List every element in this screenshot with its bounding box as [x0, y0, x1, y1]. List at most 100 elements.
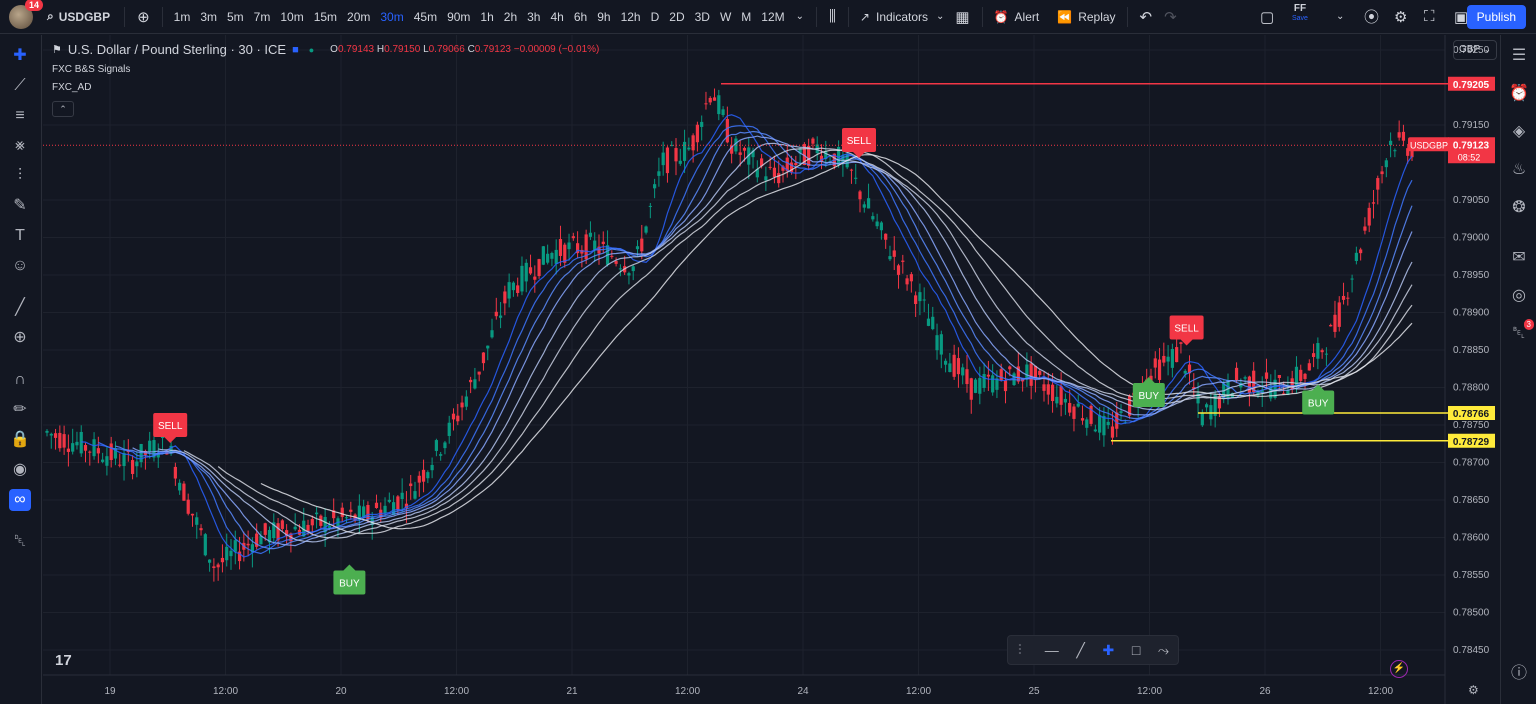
compare-plus-icon[interactable]: ⊕ — [137, 8, 150, 26]
quick-search-icon[interactable]: ⦿ — [1364, 9, 1380, 26]
tradingview-logo[interactable]: 17 — [55, 652, 72, 669]
timeframe-15m[interactable]: 15m — [313, 9, 338, 24]
timeframe-5m[interactable]: 5m — [227, 9, 244, 24]
candle-body — [875, 221, 879, 227]
fullscreen-icon[interactable]: ⛶ — [1424, 8, 1435, 25]
chevron-down-icon[interactable]: ⌄ — [795, 11, 805, 22]
watchlist-icon[interactable]: ☰ — [1511, 47, 1527, 64]
alerts-clock-icon[interactable]: ⏰ — [1509, 85, 1529, 102]
candle-body — [849, 169, 854, 171]
camera-icon[interactable]: ▣ — [1454, 8, 1469, 26]
candle-body — [250, 544, 254, 553]
fib-tool-icon[interactable]: ⫶ — [17, 167, 22, 184]
help-icon[interactable]: ⓘ — [1510, 665, 1527, 682]
candle-body — [635, 246, 640, 250]
timeframe-6h[interactable]: 6h — [573, 9, 588, 24]
timeframe-3h[interactable]: 3h — [527, 9, 541, 24]
undo-icon[interactable]: ↶ — [1139, 8, 1153, 26]
timeframe-90m[interactable]: 90m — [447, 9, 471, 24]
indicators-button[interactable]: ↗ Indicators ⌄ — [855, 10, 949, 24]
chevron-down-icon[interactable]: ⌄ — [1336, 11, 1345, 22]
candle-body — [130, 460, 135, 474]
candle-body — [999, 369, 1003, 381]
candle-style-icon[interactable]: ⫼ — [829, 8, 836, 25]
symbol-search[interactable]: ⌕ USDGBP — [47, 9, 110, 24]
search-icon: ⌕ — [47, 9, 54, 23]
pitchfork-icon[interactable]: ⨳ — [15, 137, 25, 154]
ruler-icon[interactable]: ╱ — [15, 299, 25, 316]
candle-body — [1093, 429, 1097, 432]
currency-select[interactable]: GBP ⌄ — [1453, 40, 1497, 60]
brush-icon[interactable]: ✎ — [13, 197, 27, 214]
legend-title[interactable]: U.S. Dollar / Pound Sterling · 30 · ICE — [67, 42, 287, 57]
timeframe-12h[interactable]: 12h — [620, 9, 641, 24]
emoji-icon[interactable]: ☺ — [11, 257, 29, 274]
text-tool-icon[interactable]: T — [15, 227, 25, 244]
candle-body — [1025, 364, 1029, 379]
horizontal-lines-icon[interactable]: ≡ — [15, 107, 25, 124]
streams-icon[interactable]: ◎ — [1512, 287, 1526, 304]
trend-line-icon[interactable]: ╱ — [1076, 641, 1085, 658]
horizontal-line-icon[interactable]: — — [1044, 642, 1059, 658]
timeframe-30m[interactable]: 30m — [380, 9, 404, 24]
candle-body — [92, 439, 96, 457]
publish-button[interactable]: Publish — [1466, 5, 1526, 29]
redo-icon[interactable]: ↷ — [1164, 8, 1177, 26]
timeframe-W[interactable]: W — [719, 9, 732, 24]
timeframe-M[interactable]: M — [741, 9, 752, 24]
timeframe-3D[interactable]: 3D — [694, 9, 710, 24]
trash-icon[interactable]: ␡ — [13, 533, 27, 550]
crosshair-icon[interactable]: ✚ — [13, 47, 27, 64]
path-icon[interactable]: ⤳ — [1157, 641, 1170, 658]
chat-icon[interactable]: ✉ — [1512, 249, 1526, 266]
timeframe-4h[interactable]: 4h — [550, 9, 564, 24]
candle-body — [71, 443, 75, 452]
timeframe-3m[interactable]: 3m — [200, 9, 217, 24]
indicator-legend-2[interactable]: FXC_AD — [52, 82, 92, 93]
avatar[interactable]: 14 — [9, 0, 43, 29]
timeframe-1m[interactable]: 1m — [173, 9, 191, 24]
candle-body — [1337, 302, 1341, 327]
price-level-tag — [1448, 406, 1495, 420]
magnet-icon[interactable]: ∩ — [14, 371, 26, 388]
rectangle-icon[interactable]: □ — [1131, 642, 1141, 658]
alert-button[interactable]: ⏰ Alert — [989, 10, 1045, 24]
templates-grid-icon[interactable]: ▦ — [955, 8, 970, 26]
drag-handle-icon[interactable]: ⠇ — [1016, 641, 1028, 658]
timeframe-12M[interactable]: 12M — [761, 9, 785, 24]
timeframe-10m[interactable]: 10m — [280, 9, 304, 24]
chart-settings-gear-icon[interactable]: ⚙ — [1468, 683, 1479, 697]
hotlist-flame-icon[interactable]: ♨ — [1511, 161, 1527, 178]
link-icon[interactable]: ∞ — [9, 489, 31, 511]
timeframe-20m[interactable]: 20m — [347, 9, 371, 24]
timeframe-9h[interactable]: 9h — [597, 9, 611, 24]
price-axis-tick: 0.78800 — [1453, 383, 1490, 394]
indicator-legend-1[interactable]: FXC B&S Signals — [52, 64, 131, 75]
timeframe-D[interactable]: D — [650, 9, 660, 24]
timeframe-7m[interactable]: 7m — [253, 9, 271, 24]
candle-body — [113, 448, 118, 459]
candle-body — [434, 440, 438, 451]
lock-pencil-icon[interactable]: ✏ — [13, 401, 27, 418]
trend-line-icon[interactable]: ⟋ — [14, 77, 26, 94]
layout-name[interactable]: FF Save — [1292, 4, 1308, 24]
timeframe-45m[interactable]: 45m — [413, 9, 438, 24]
zoom-in-icon[interactable]: ⊕ — [13, 329, 27, 346]
notifications-bell-icon[interactable]: ␇ 3 — [1508, 319, 1534, 345]
timeframe-1h[interactable]: 1h — [480, 9, 494, 24]
lock-icon[interactable]: 🔒 — [10, 431, 30, 448]
timeframe-2h[interactable]: 2h — [503, 9, 518, 24]
bookmark-icon[interactable]: ■ — [292, 43, 299, 56]
bolt-icon[interactable]: ⚡ — [1390, 660, 1408, 678]
replay-button[interactable]: ⏪ Replay — [1052, 10, 1120, 24]
eye-icon[interactable]: ◉ — [13, 461, 27, 478]
settings-gear-icon[interactable]: ⚙ — [1394, 8, 1408, 26]
layout-icon[interactable]: ▢ — [1260, 8, 1275, 26]
collapse-legend-button[interactable]: ⌃ — [52, 101, 74, 117]
ideas-bulb-icon[interactable]: ❂ — [1512, 199, 1526, 216]
candle-body — [905, 278, 909, 285]
layers-icon[interactable]: ◈ — [1512, 123, 1526, 140]
crosshair-icon[interactable]: ✚ — [1102, 641, 1115, 658]
timeframe-2D[interactable]: 2D — [669, 9, 685, 24]
